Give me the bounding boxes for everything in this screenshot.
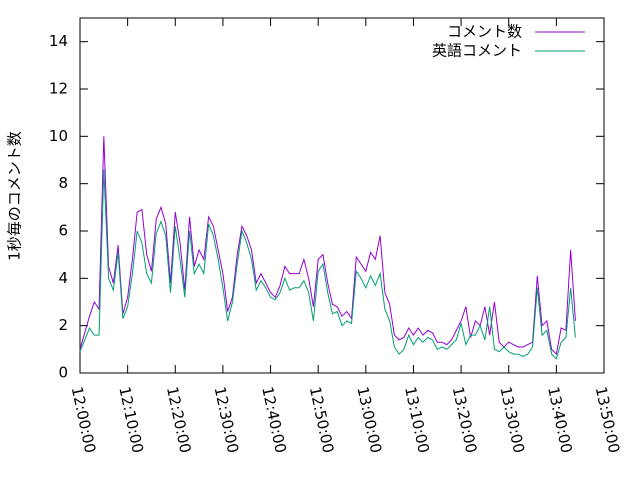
- x-tick-label: 12:40:00: [258, 385, 290, 455]
- plot-border: [79, 17, 605, 374]
- y-tick-label: 2: [58, 316, 68, 334]
- legend-label: 英語コメント: [432, 42, 522, 60]
- x-tick-label: 12:10:00: [115, 385, 147, 455]
- y-tick-label: 12: [49, 80, 68, 98]
- y-axis-label: 1秒毎のコメント数: [6, 131, 24, 261]
- x-tick-label: 13:30:00: [496, 385, 528, 455]
- y-tick-label: 10: [49, 127, 68, 145]
- series-line: [79, 136, 576, 356]
- legend-label: コメント数: [447, 23, 522, 41]
- x-tick-label: 13:20:00: [449, 385, 481, 455]
- y-tick-label: 14: [49, 32, 68, 50]
- x-tick-label: 13:10:00: [401, 385, 433, 455]
- y-tick-label: 6: [58, 222, 68, 240]
- x-tick-label: 12:00:00: [68, 385, 100, 455]
- x-tick-label: 13:00:00: [354, 385, 386, 455]
- x-tick-label: 13:40:00: [544, 385, 576, 455]
- y-tick-label: 4: [58, 269, 68, 287]
- x-tick-label: 12:30:00: [211, 385, 243, 455]
- x-tick-label: 12:50:00: [306, 385, 338, 455]
- x-tick-label: 13:50:00: [592, 385, 624, 455]
- x-tick-label: 12:20:00: [163, 385, 195, 455]
- y-tick-label: 0: [58, 364, 68, 382]
- y-tick-label: 8: [58, 174, 68, 192]
- series-line: [79, 169, 576, 360]
